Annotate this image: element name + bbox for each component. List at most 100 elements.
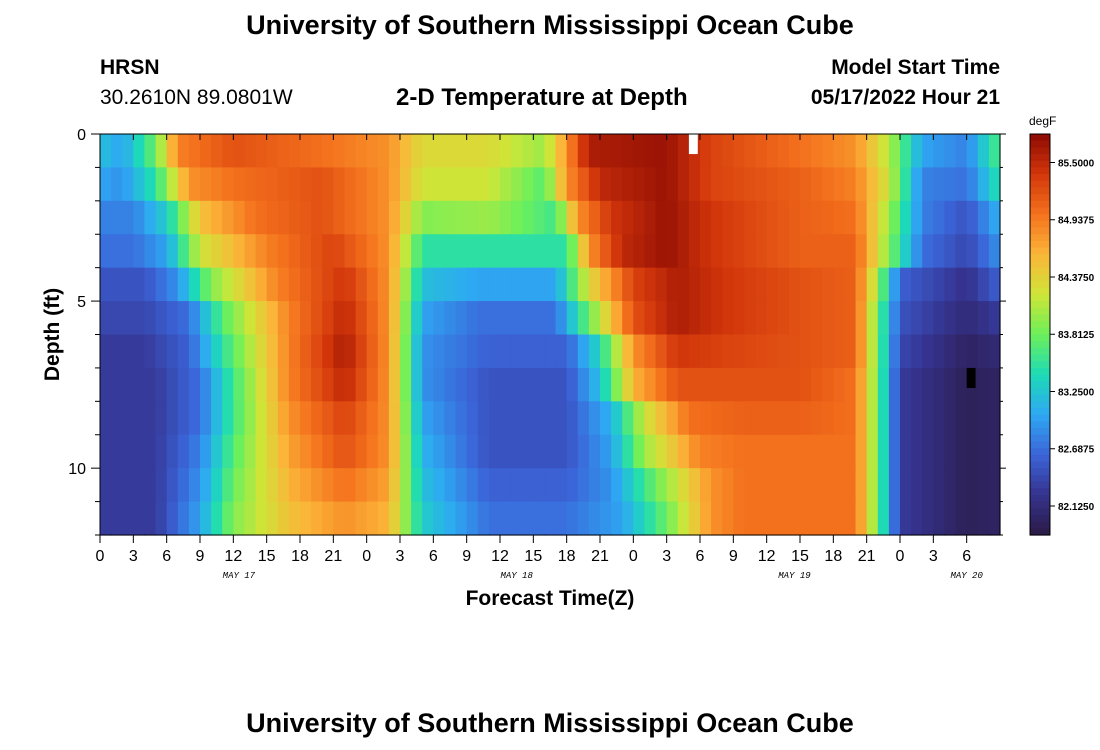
heat-cell: [288, 468, 301, 503]
heat-cell: [666, 200, 679, 235]
heat-cell: [855, 468, 868, 503]
heat-cell: [822, 434, 834, 469]
heat-cell: [300, 434, 312, 469]
heat-cell: [344, 267, 357, 302]
heat-cell: [300, 134, 312, 169]
heat-cell: [322, 200, 334, 235]
heat-cell: [566, 234, 579, 269]
heat-cell: [944, 134, 957, 169]
heat-cell: [722, 200, 734, 235]
heat-cell: [800, 434, 812, 469]
heat-cell: [377, 167, 390, 202]
heat-cell: [533, 134, 546, 169]
heat-cell: [255, 501, 268, 536]
heat-cell: [944, 267, 957, 302]
heat-cell: [466, 167, 479, 202]
heat-cell: [544, 334, 557, 369]
heat-cell: [522, 434, 534, 469]
heat-cell: [233, 367, 246, 402]
heat-cell: [222, 134, 234, 169]
heat-cell: [777, 234, 790, 269]
heat-cell: [600, 134, 612, 169]
heat-cell: [100, 134, 112, 169]
colorbar-segment: [1030, 374, 1050, 382]
heat-cell: [133, 200, 146, 235]
heat-cell: [200, 301, 212, 336]
heat-cell: [833, 234, 846, 269]
heat-cell: [988, 434, 1001, 469]
heat-cell: [933, 234, 946, 269]
heat-cell: [355, 267, 368, 302]
heat-cell: [377, 267, 390, 302]
heat-cell: [722, 501, 734, 536]
heat-cell: [977, 301, 990, 336]
heat-cell: [666, 234, 679, 269]
heat-cell: [344, 301, 357, 336]
heat-cell: [600, 234, 612, 269]
heat-cell: [933, 367, 946, 402]
heat-cell: [477, 334, 490, 369]
heat-cell: [400, 167, 412, 202]
heat-cell: [222, 234, 234, 269]
heat-cell: [733, 167, 746, 202]
heat-cell: [177, 134, 190, 169]
heat-cell: [100, 267, 112, 302]
heat-cell: [122, 234, 134, 269]
heat-cell: [955, 167, 968, 202]
heat-cell: [477, 367, 490, 402]
heat-cell: [800, 501, 812, 536]
heat-cell: [811, 234, 823, 269]
heat-cell: [666, 334, 679, 369]
heat-cell: [500, 167, 512, 202]
heat-cell: [566, 434, 579, 469]
heat-cell: [366, 401, 379, 436]
heat-cell: [911, 234, 923, 269]
heat-cell: [466, 200, 479, 235]
heat-cell: [722, 167, 734, 202]
heat-cell: [866, 200, 879, 235]
heat-cell: [577, 267, 590, 302]
heat-cell: [877, 401, 890, 436]
heat-cell: [766, 434, 779, 469]
heat-cell: [511, 501, 523, 536]
heat-cell: [944, 301, 957, 336]
heat-cell: [633, 234, 646, 269]
heat-cell: [433, 167, 446, 202]
heat-cell: [855, 367, 868, 402]
heat-cell: [833, 301, 846, 336]
heat-cell: [477, 200, 490, 235]
heat-cell: [322, 234, 334, 269]
colorbar-segment: [1030, 428, 1050, 436]
heat-cell: [233, 134, 246, 169]
heat-cell: [622, 334, 634, 369]
y-axis-title: Depth (ft): [41, 288, 64, 381]
heat-cell: [777, 301, 790, 336]
heat-cell: [166, 334, 179, 369]
heat-cell: [222, 434, 234, 469]
heat-cell: [244, 134, 257, 169]
heat-cell: [822, 200, 834, 235]
heat-cell: [633, 434, 646, 469]
heat-cell: [311, 167, 323, 202]
heat-cell: [411, 468, 423, 503]
footer-title: University of Southern Mississippi Ocean…: [246, 708, 854, 738]
heat-cell: [922, 334, 934, 369]
x-tick-label: 0: [96, 548, 105, 565]
heat-cell: [955, 334, 968, 369]
heat-cell: [366, 301, 379, 336]
heat-cell: [344, 134, 357, 169]
heat-cell: [133, 301, 146, 336]
heat-cell: [100, 468, 112, 503]
heat-cell: [544, 301, 557, 336]
heat-cell: [766, 267, 779, 302]
heat-cell: [133, 434, 146, 469]
heat-cell: [877, 301, 890, 336]
heat-cell: [322, 167, 334, 202]
heat-cell: [788, 267, 801, 302]
heat-cell: [522, 501, 534, 536]
heat-cell: [166, 200, 179, 235]
heat-cell: [722, 401, 734, 436]
heat-cell: [533, 334, 546, 369]
x-tick-label: 12: [491, 548, 509, 565]
heat-cell: [944, 367, 957, 402]
